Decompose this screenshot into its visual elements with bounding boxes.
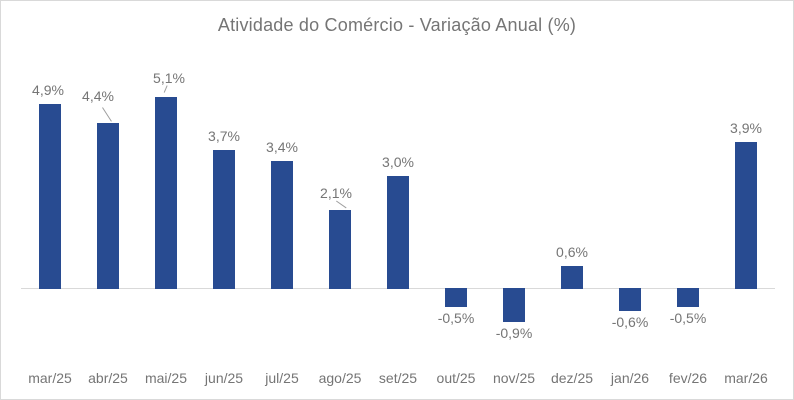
- value-label-ago/25: 2,1%: [320, 184, 352, 201]
- bar-jul/25: [271, 161, 293, 289]
- value-label-mai/25: 5,1%: [153, 69, 185, 86]
- bar-nov/25: [503, 288, 525, 322]
- value-label-jun/25: 3,7%: [208, 127, 240, 144]
- bar-mai/25: [155, 97, 177, 289]
- category-label-mar/25: mar/25: [28, 370, 72, 386]
- category-label-ago/25: ago/25: [318, 370, 362, 386]
- bar-abr/25: [97, 123, 119, 289]
- value-label-jul/25: 3,4%: [266, 138, 298, 155]
- bar-jan/26: [619, 288, 641, 311]
- value-label-jan/26: -0,6%: [611, 314, 649, 330]
- bar-ago/25: [329, 210, 351, 289]
- category-label-out/25: out/25: [436, 370, 476, 386]
- category-label-set/25: set/25: [378, 370, 418, 386]
- bar-mar/26: [735, 142, 757, 289]
- value-label-abr/25: 4,4%: [82, 87, 114, 104]
- value-label-out/25: -0,5%: [437, 310, 475, 326]
- category-label-jan/26: jan/26: [610, 370, 650, 386]
- value-label-set/25: 3,0%: [382, 153, 414, 170]
- bar-fev/26: [677, 288, 699, 307]
- category-label-jun/25: jun/25: [204, 370, 244, 386]
- chart-title: Atividade do Comércio - Variação Anual (…: [217, 15, 577, 35]
- value-label-dez/25: 0,6%: [556, 243, 588, 260]
- bar-set/25: [387, 176, 409, 289]
- bar-mar/25: [39, 104, 61, 289]
- category-label-jul/25: jul/25: [265, 370, 299, 386]
- category-label-dez/25: dez/25: [550, 370, 594, 386]
- category-label-mai/25: mai/25: [144, 370, 188, 386]
- category-label-mar/26: mar/26: [724, 370, 768, 386]
- value-label-nov/25: -0,9%: [495, 325, 533, 341]
- category-label-abr/25: abr/25: [88, 370, 128, 386]
- value-label-mar/26: 3,9%: [730, 119, 762, 136]
- bar-jun/25: [213, 150, 235, 289]
- value-label-mar/25: 4,9%: [32, 81, 64, 98]
- bar-out/25: [445, 288, 467, 307]
- bar-dez/25: [561, 266, 583, 289]
- category-label-fev/26: fev/26: [668, 370, 708, 386]
- value-label-fev/26: -0,5%: [669, 310, 707, 326]
- category-label-nov/25: nov/25: [492, 370, 536, 386]
